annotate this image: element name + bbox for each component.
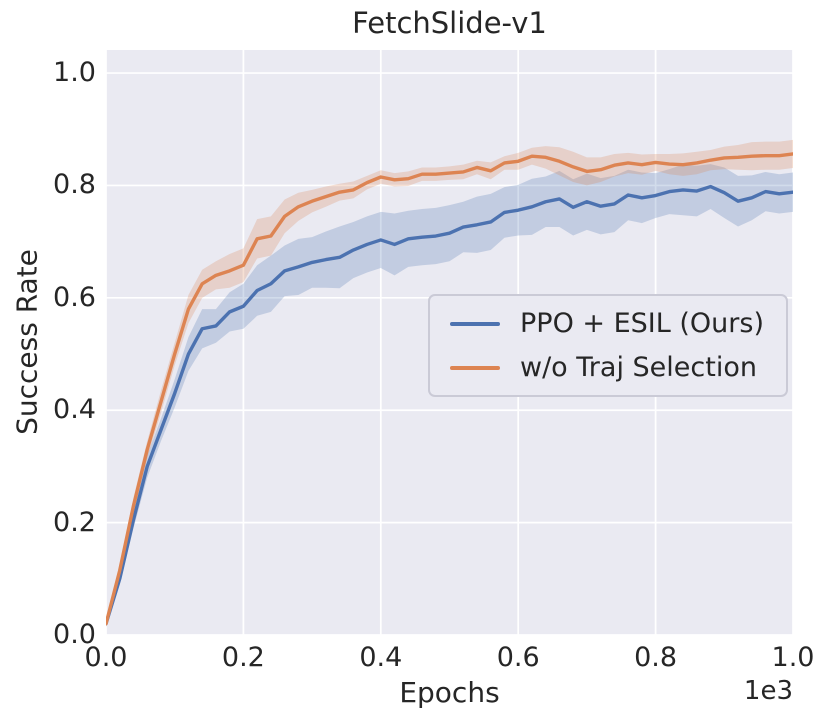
x-tick-label: 0.0 <box>84 642 128 673</box>
series-line <box>106 184 793 626</box>
y-tick-label: 0.0 <box>53 619 96 650</box>
legend-line-sample <box>450 321 500 326</box>
x-tick-label: 0.6 <box>496 642 540 673</box>
confidence-band <box>106 164 793 627</box>
legend-item: w/o Traj Selection <box>450 352 764 383</box>
y-tick-label: 0.2 <box>53 506 96 538</box>
x-tick-label: 1.0 <box>771 642 815 673</box>
y-tick-label: 1.0 <box>53 57 96 89</box>
legend-label: w/o Traj Selection <box>520 352 757 383</box>
series-line <box>106 152 793 626</box>
x-axis-label: Epochs <box>399 676 500 709</box>
y-tick-label: 0.4 <box>53 394 96 426</box>
y-tick-label: 0.6 <box>53 281 96 313</box>
chart-title: FetchSlide-v1 <box>352 6 547 40</box>
x-axis-offset-label: 1e3 <box>743 676 793 706</box>
legend-item: PPO + ESIL (Ours) <box>450 308 764 339</box>
legend-label: PPO + ESIL (Ours) <box>520 308 764 339</box>
legend-line-sample <box>450 365 500 370</box>
x-tick-label: 0.8 <box>634 642 678 673</box>
y-tick-label: 0.8 <box>53 169 96 201</box>
x-tick-label: 0.4 <box>359 642 403 673</box>
x-tick-label: 0.2 <box>221 642 265 673</box>
legend: PPO + ESIL (Ours) w/o Traj Selection <box>428 294 788 397</box>
